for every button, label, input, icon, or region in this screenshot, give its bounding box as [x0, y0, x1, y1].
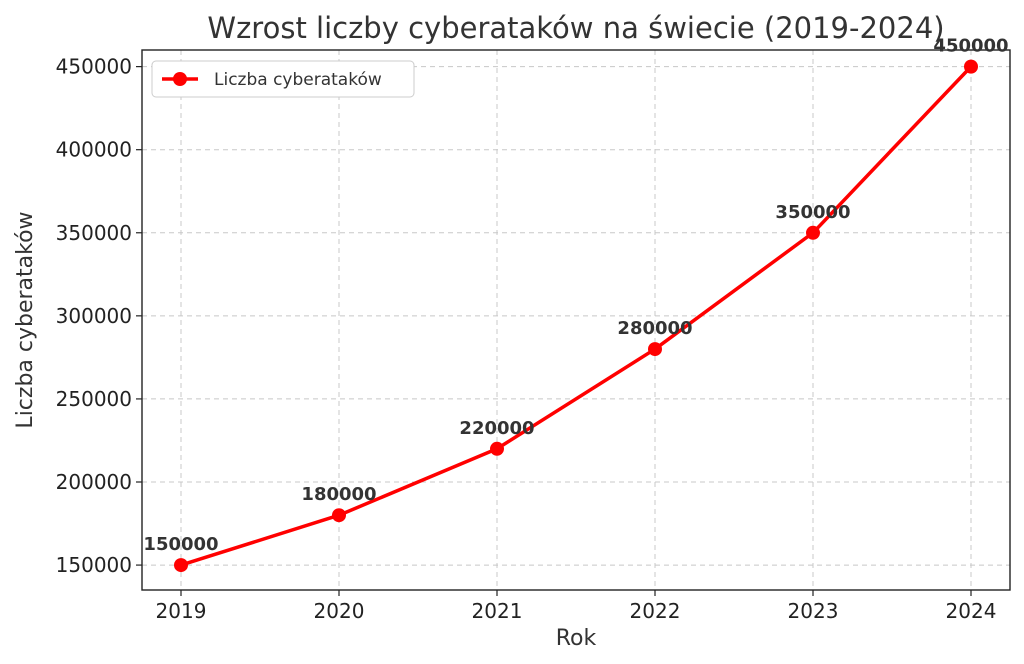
chart-title: Wzrost liczby cyberataków na świecie (20… — [207, 11, 944, 45]
y-tick-label: 450000 — [56, 55, 132, 79]
series — [174, 59, 978, 573]
data-point — [964, 59, 978, 74]
x-tick-label: 2019 — [156, 599, 207, 623]
axes — [141, 49, 1011, 591]
data-point — [490, 441, 504, 456]
y-tick-label: 200000 — [56, 470, 132, 494]
y-tick-label: 300000 — [56, 304, 132, 328]
legend-marker — [173, 72, 187, 86]
y-tick-label: 350000 — [56, 221, 132, 245]
legend: Liczba cyberataków — [151, 60, 415, 98]
x-tick-label: 2024 — [946, 599, 997, 623]
plot-frame — [141, 49, 1011, 591]
data-point — [174, 558, 188, 573]
y-tick-label: 400000 — [56, 138, 132, 162]
y-axis-label: Liczba cyberataków — [13, 211, 38, 428]
data-point — [648, 342, 662, 357]
legend-box — [151, 60, 415, 98]
y-axis-ticks: 150000 200000 250000 300000 350000 400000 4500… — [56, 55, 142, 577]
y-tick-label: 250000 — [56, 387, 132, 411]
x-tick-label: 2022 — [630, 599, 681, 623]
data-point — [806, 225, 820, 240]
data-labels: 150000 180000 220000 280000 350000 450000 — [143, 36, 1008, 555]
legend-label: Liczba cyberataków — [214, 70, 382, 90]
data-label: 180000 — [301, 484, 376, 505]
data-label: 280000 — [617, 318, 692, 339]
x-tick-label: 2023 — [788, 599, 839, 623]
x-tick-label: 2020 — [314, 599, 365, 623]
data-point — [332, 508, 346, 523]
x-axis-label: Rok — [556, 626, 597, 651]
grid — [142, 50, 1010, 590]
series-line — [180, 65, 973, 567]
y-tick-label: 150000 — [56, 553, 132, 577]
x-tick-label: 2021 — [472, 599, 523, 623]
data-label: 150000 — [143, 534, 218, 555]
data-label: 220000 — [459, 418, 534, 439]
data-label: 350000 — [775, 202, 850, 223]
x-axis-ticks: 2019 2020 2021 2022 2023 2024 — [156, 590, 997, 623]
data-label: 450000 — [933, 36, 1008, 57]
